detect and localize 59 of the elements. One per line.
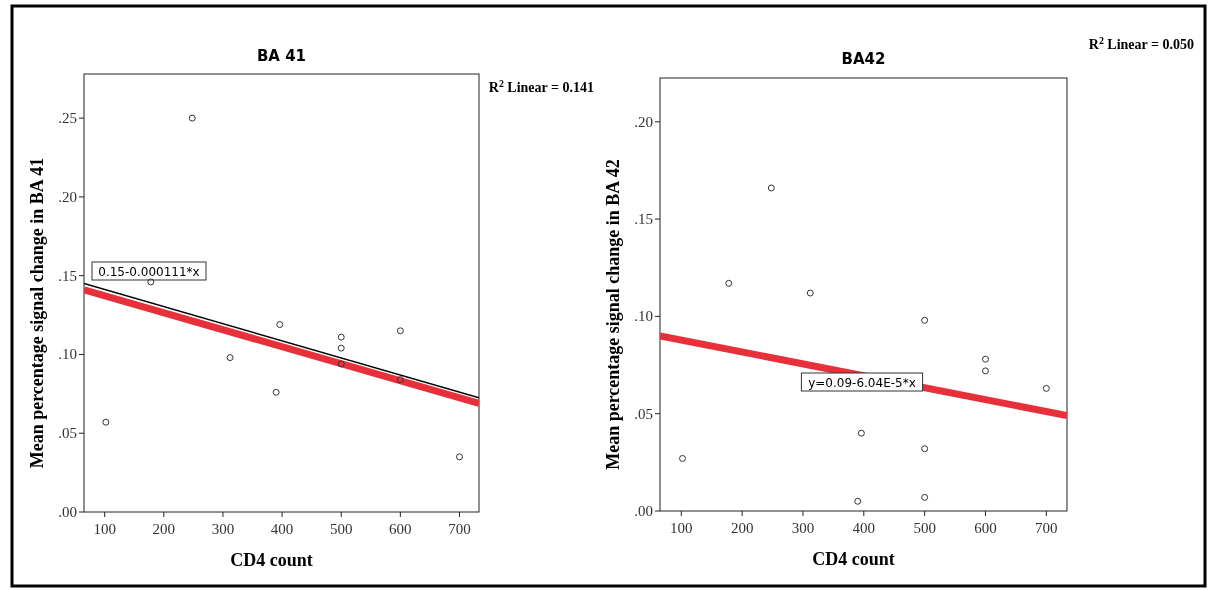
x-tick-label: 300 — [791, 520, 815, 536]
point — [679, 454, 686, 462]
point — [188, 114, 196, 122]
x-tick-label: 500 — [329, 521, 353, 537]
y-tick-label: .20 — [634, 113, 653, 130]
y-tick-label: .00 — [634, 503, 653, 519]
x-tick-label: 100 — [670, 520, 693, 536]
point — [337, 344, 345, 352]
point — [226, 354, 234, 362]
x-tick-label: 700 — [1035, 520, 1058, 536]
y-tick-label: .25 — [58, 110, 77, 127]
point — [396, 327, 404, 335]
point — [921, 316, 929, 324]
y-tick-label: .15 — [58, 267, 77, 284]
y-tick-label: .15 — [634, 211, 653, 228]
point — [396, 376, 404, 384]
y-tick-label: .05 — [634, 405, 653, 422]
annotation: 0.15-0.000111*x — [98, 265, 200, 279]
point — [981, 367, 989, 375]
y-tick-label: .10 — [634, 308, 653, 325]
point — [102, 418, 110, 426]
point — [767, 184, 775, 192]
y-axis-title: Mean percentage signal change in BA 42 — [603, 159, 623, 470]
x-tick-label: 200 — [730, 520, 754, 536]
y-tick-label: .00 — [58, 504, 77, 520]
y-tick-label: .20 — [58, 188, 77, 205]
chart-title: BA 41 — [256, 47, 307, 65]
x-tick-label: 100 — [93, 521, 116, 537]
annotation: y=0.09-6.04E-5*x — [808, 376, 916, 390]
y-axis-title: Mean percentage signal change in BA 41 — [27, 157, 47, 469]
x-axis-title: CD4 count — [812, 549, 895, 569]
y-tick-label: .05 — [58, 425, 77, 442]
text: R$^{2}$ Linear = 0.141 — [488, 77, 594, 95]
x-axis-title: CD4 count — [230, 550, 313, 570]
point — [1042, 384, 1050, 392]
point — [272, 388, 280, 396]
point — [276, 321, 284, 328]
point — [725, 279, 733, 287]
x-tick-label: 300 — [211, 521, 235, 537]
x-tick-label: 600 — [389, 521, 412, 537]
point — [981, 355, 989, 363]
x-tick-label: 200 — [152, 521, 176, 537]
point — [857, 429, 865, 437]
point — [854, 497, 862, 505]
x-tick-label: 700 — [448, 521, 471, 537]
point — [337, 333, 345, 341]
x-tick-label: 400 — [270, 521, 294, 537]
point — [456, 453, 463, 461]
text: R$^{2}$ Linear = 0.050 — [1088, 34, 1194, 52]
x-tick-label: 500 — [913, 520, 936, 536]
point — [921, 445, 929, 453]
point — [806, 289, 814, 297]
chart-title: BA42 — [841, 50, 886, 68]
y-tick-label: .10 — [58, 346, 77, 363]
point — [337, 360, 345, 368]
point — [147, 278, 155, 286]
point — [921, 493, 929, 501]
x-tick-label: 400 — [852, 520, 876, 536]
x-tick-label: 600 — [974, 520, 997, 536]
